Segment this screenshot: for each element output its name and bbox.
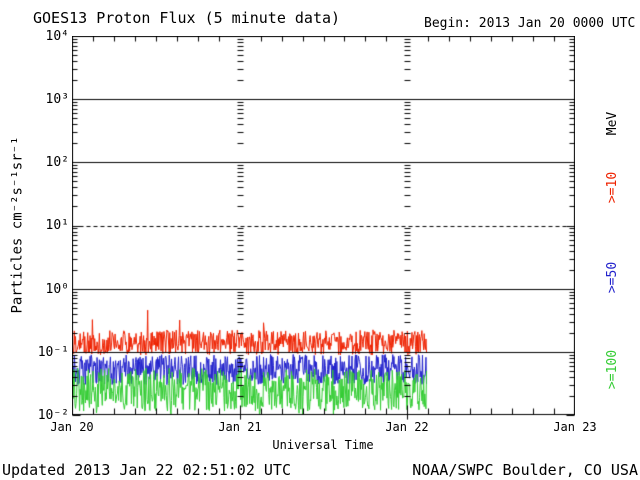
- x-tick-jan23: Jan 23: [553, 420, 597, 434]
- plot-canvas: [72, 36, 575, 420]
- y-tick-1e-1: 10⁻¹: [37, 345, 69, 360]
- legend-label-ge100: >=100: [600, 324, 626, 414]
- chart-title: GOES13 Proton Flux (5 minute data): [33, 9, 341, 27]
- y-tick-1e2: 10²: [45, 155, 69, 170]
- x-tick-jan21: Jan 21: [218, 420, 262, 434]
- begin-time-label: Begin: 2013 Jan 20 0000 UTC: [424, 16, 636, 31]
- legend-label-ge50-text: >=50: [605, 261, 621, 293]
- y-tick-1e0: 10⁰: [45, 282, 69, 297]
- y-tick-1e1: 10¹: [45, 218, 69, 233]
- legend-label-ge100-text: >=100: [605, 349, 621, 389]
- y-tick-1e4: 10⁴: [45, 29, 69, 44]
- legend-label-ge10: >=10: [600, 147, 626, 227]
- y-tick-1e-2: 10⁻²: [37, 408, 69, 423]
- x-tick-jan22: Jan 22: [385, 420, 429, 434]
- footer-updated: Updated 2013 Jan 22 02:51:02 UTC: [2, 461, 291, 479]
- legend-label-ge50: >=50: [600, 237, 626, 317]
- y-tick-1e3: 10³: [45, 92, 69, 107]
- footer-source: NOAA/SWPC Boulder, CO USA: [412, 461, 638, 479]
- x-tick-jan20: Jan 20: [50, 420, 94, 434]
- unit-label-mev-text: MeV: [605, 111, 621, 135]
- legend-label-ge10-text: >=10: [605, 171, 621, 203]
- x-axis-title: Universal Time: [272, 438, 374, 452]
